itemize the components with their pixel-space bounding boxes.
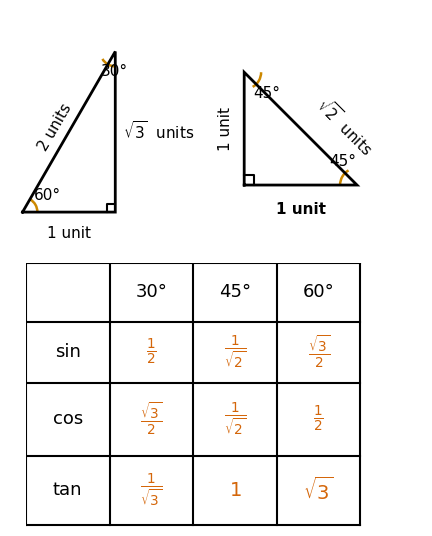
Text: 60°: 60° bbox=[34, 188, 61, 203]
Text: cos: cos bbox=[53, 411, 83, 428]
Text: $\frac{\sqrt{3}}{2}$: $\frac{\sqrt{3}}{2}$ bbox=[140, 401, 162, 437]
Text: $\frac{1}{\sqrt{2}}$: $\frac{1}{\sqrt{2}}$ bbox=[224, 401, 246, 438]
Text: $\frac{1}{\sqrt{3}}$: $\frac{1}{\sqrt{3}}$ bbox=[140, 472, 162, 509]
Text: 1 unit: 1 unit bbox=[276, 202, 326, 217]
Text: tan: tan bbox=[53, 481, 83, 500]
Text: $\frac{1}{\sqrt{2}}$: $\frac{1}{\sqrt{2}}$ bbox=[224, 334, 246, 371]
Text: $\sqrt{2}$  units: $\sqrt{2}$ units bbox=[312, 93, 378, 159]
Text: sin: sin bbox=[55, 344, 81, 361]
Text: $\sqrt{3}$: $\sqrt{3}$ bbox=[303, 477, 334, 504]
Text: 45°: 45° bbox=[253, 86, 280, 101]
Text: 1 unit: 1 unit bbox=[218, 107, 233, 151]
Text: 1 unit: 1 unit bbox=[47, 226, 91, 241]
Text: 30°: 30° bbox=[136, 283, 167, 301]
Text: 2 units: 2 units bbox=[35, 101, 74, 153]
Text: $\frac{1}{2}$: $\frac{1}{2}$ bbox=[313, 404, 324, 435]
Text: $\frac{1}{2}$: $\frac{1}{2}$ bbox=[146, 337, 157, 368]
Text: $\sqrt{3}$  units: $\sqrt{3}$ units bbox=[123, 121, 194, 143]
Text: 45°: 45° bbox=[219, 283, 251, 301]
Text: $1$: $1$ bbox=[229, 481, 241, 500]
Text: 30°: 30° bbox=[100, 64, 127, 79]
Text: 45°: 45° bbox=[329, 154, 356, 169]
Text: 60°: 60° bbox=[303, 283, 334, 301]
Text: $\frac{\sqrt{3}}{2}$: $\frac{\sqrt{3}}{2}$ bbox=[308, 334, 330, 370]
